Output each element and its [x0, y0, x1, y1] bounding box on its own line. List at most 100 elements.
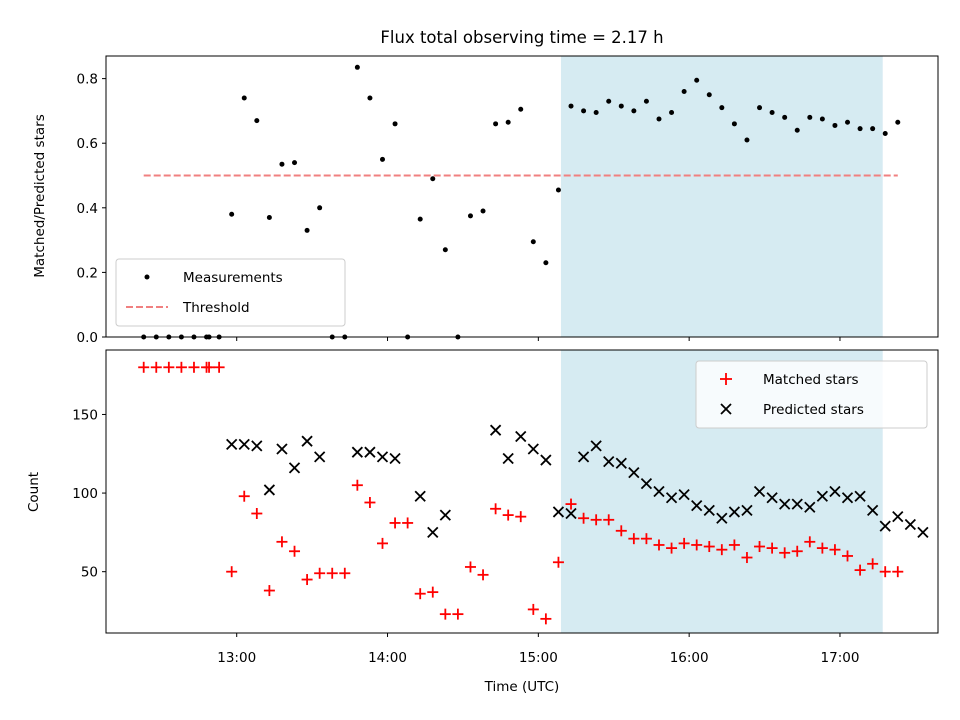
predicted-stars-point [766, 492, 778, 504]
measurement-point [857, 126, 863, 132]
predicted-stars-point [263, 484, 276, 496]
legend-threshold-label: Threshold [182, 300, 250, 316]
legend-matched-marker [720, 373, 732, 385]
matched-stars-point [703, 541, 715, 553]
measurement-point [266, 214, 272, 220]
predicted-stars-point [753, 485, 766, 498]
measurement-point [467, 213, 473, 219]
matched-stars-point [754, 541, 766, 553]
predicted-stars-point [917, 526, 929, 539]
measurement-point [430, 176, 436, 182]
measurement-point [656, 116, 662, 122]
measurement-point [819, 116, 825, 122]
predicted-stars-point [351, 446, 363, 458]
predicted-stars-point [590, 440, 602, 452]
legend-measurements-label: Measurements [183, 270, 283, 286]
measurement-point [530, 239, 536, 245]
matched-stars-point [188, 361, 200, 373]
measurement-point [845, 119, 851, 125]
predicted-stars-point [816, 490, 829, 502]
matched-stars-point [326, 567, 338, 579]
predicted-stars-point [892, 511, 904, 523]
matched-stars-point [842, 550, 854, 562]
legend-measurements-marker [144, 274, 150, 280]
measurement-point [606, 98, 612, 104]
matched-stars-point [376, 537, 388, 549]
predicted-stars-point [226, 438, 238, 450]
measurement-point [631, 108, 637, 114]
bottom-legend: Matched stars Predicted stars [695, 360, 928, 429]
y-tick-label: 50 [81, 565, 98, 581]
bottom-y-ticks: 50 100 150 [72, 407, 106, 581]
matched-stars-point [527, 603, 539, 615]
measurement-point [706, 92, 712, 98]
measurement-point [505, 119, 511, 125]
x-tick-label: 16:00 [670, 650, 709, 666]
measurement-point [643, 98, 649, 104]
predicted-stars-point [791, 498, 803, 510]
measurement-point [581, 108, 587, 114]
measurement-point [807, 114, 813, 120]
matched-stars-point [552, 556, 564, 568]
predicted-stars-point [879, 520, 891, 532]
predicted-stars-point [716, 512, 728, 524]
measurement-point [392, 121, 398, 127]
predicted-stars-point [540, 454, 552, 466]
measurement-point [354, 64, 360, 70]
predicted-stars-point [841, 492, 854, 504]
matched-stars-point [289, 545, 301, 557]
matched-stars-point [628, 533, 640, 545]
matched-stars-point [741, 552, 753, 564]
predicted-stars-point [276, 443, 288, 455]
predicted-stars-point [251, 440, 263, 452]
bottom-y-axis-label: Count [26, 472, 42, 512]
y-tick-label: 0.2 [77, 265, 98, 281]
predicted-stars-point [489, 424, 502, 436]
predicted-stars-point [628, 466, 640, 479]
measurement-point [895, 119, 901, 125]
predicted-stars-point [741, 504, 753, 517]
predicted-stars-point [414, 490, 426, 502]
matched-stars-point [427, 586, 439, 598]
predicted-stars-point [527, 443, 539, 455]
matched-stars-point [490, 503, 502, 515]
measurement-point [870, 126, 876, 132]
matched-stars-point [477, 569, 489, 581]
measurement-point [757, 105, 763, 111]
predicted-stars-point [389, 452, 401, 465]
matched-stars-point [502, 509, 514, 521]
matched-stars-point [603, 514, 615, 526]
matched-stars-point [716, 544, 728, 556]
predicted-stars-point [288, 462, 301, 474]
matched-stars-point [402, 517, 414, 529]
measurement-point [292, 160, 298, 166]
measurement-point [442, 247, 448, 253]
measurement-point [694, 77, 700, 83]
matched-stars-point [804, 536, 816, 548]
measurement-point [744, 137, 750, 143]
measurement-point [669, 110, 675, 116]
matched-stars-point [879, 566, 891, 578]
predicted-stars-point [615, 457, 627, 469]
top-panel: 0.0 0.2 0.4 0.6 0.8 Flux total observing tim… [32, 28, 939, 346]
matched-stars-point [691, 539, 703, 551]
matched-stars-point [653, 539, 665, 551]
predicted-stars-point [829, 485, 841, 498]
matched-stars-point [314, 567, 326, 579]
predicted-stars-point [867, 504, 879, 517]
matched-stars-point [666, 542, 678, 554]
matched-stars-point [226, 566, 238, 578]
y-tick-label: 100 [72, 486, 98, 502]
predicted-stars-point [703, 504, 715, 517]
matched-stars-point [203, 361, 215, 373]
matched-stars-point [829, 544, 841, 556]
predicted-stars-point [439, 509, 451, 521]
predicted-stars-point [565, 507, 577, 520]
matched-stars-point [175, 361, 187, 373]
predicted-stars-point [804, 501, 816, 513]
matched-stars-point [779, 547, 791, 559]
measurement-point [555, 187, 561, 193]
measurement-point [279, 161, 285, 167]
matched-stars-point [464, 561, 476, 573]
